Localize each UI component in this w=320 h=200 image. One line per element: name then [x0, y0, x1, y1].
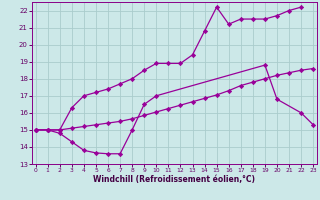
X-axis label: Windchill (Refroidissement éolien,°C): Windchill (Refroidissement éolien,°C): [93, 175, 255, 184]
